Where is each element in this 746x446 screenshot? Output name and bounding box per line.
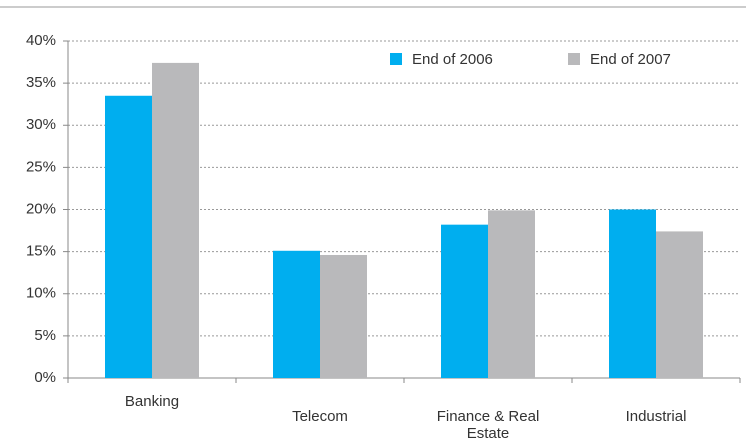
bar <box>656 231 703 378</box>
y-tick-label: 0% <box>34 369 56 386</box>
y-tick-label: 40% <box>26 32 56 49</box>
legend-label: End of 2007 <box>590 51 671 68</box>
bar <box>441 224 488 378</box>
y-tick-label: 25% <box>26 158 56 175</box>
bar <box>152 62 199 378</box>
bar <box>609 209 656 378</box>
legend-swatch <box>390 53 402 65</box>
y-tick-label: 20% <box>26 200 56 217</box>
x-tick-label: Industrial <box>625 408 687 425</box>
bar <box>320 254 367 378</box>
y-tick-label: 15% <box>26 243 56 260</box>
bar <box>273 250 320 378</box>
bar <box>488 210 535 378</box>
y-tick-label: 10% <box>26 285 56 302</box>
y-tick-label: 5% <box>34 327 56 344</box>
x-tick-label: Telecom <box>292 408 348 425</box>
legend-swatch <box>568 53 580 65</box>
y-tick-label: 30% <box>26 116 56 133</box>
y-tick-label: 35% <box>26 74 56 91</box>
legend-label: End of 2006 <box>412 51 493 68</box>
x-tick-label: Finance & Real Estate <box>436 408 540 442</box>
bar <box>105 95 152 378</box>
x-tick-label: Banking <box>124 393 180 410</box>
